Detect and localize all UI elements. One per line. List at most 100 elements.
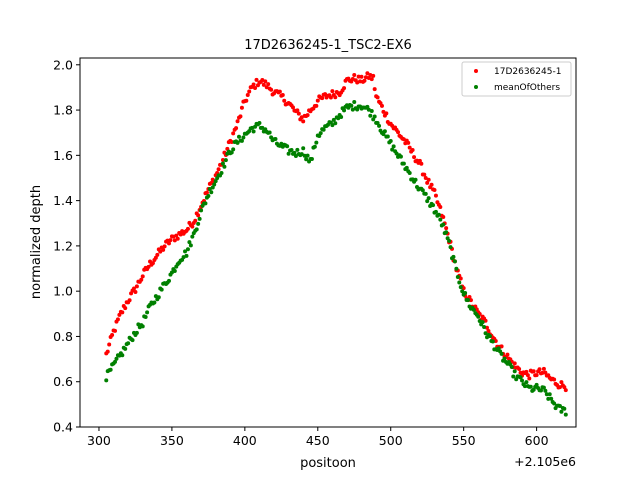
series-2-point bbox=[559, 409, 564, 414]
series-1-point bbox=[365, 71, 370, 76]
series-1-point bbox=[320, 96, 325, 101]
legend: 17D2636245-1 meanOfOthers bbox=[461, 61, 572, 97]
series-2-point bbox=[210, 185, 215, 190]
series-1-point bbox=[193, 218, 198, 223]
series-2-point bbox=[209, 190, 214, 195]
x-tick-label: 400 bbox=[233, 433, 257, 448]
series-1-point bbox=[175, 236, 180, 241]
series-1-point bbox=[105, 349, 110, 354]
series-2-point bbox=[385, 134, 390, 139]
series-2-point bbox=[457, 280, 462, 285]
series-2-point bbox=[219, 170, 224, 175]
series-2-point bbox=[312, 144, 317, 149]
series-1-point bbox=[541, 366, 546, 371]
series-1-point bbox=[333, 95, 338, 100]
series-1-point bbox=[559, 380, 564, 385]
series-2-point bbox=[251, 129, 256, 134]
series-2-point bbox=[241, 135, 246, 140]
series-2-point bbox=[444, 230, 449, 235]
series-2-point bbox=[377, 123, 382, 128]
series-1-point bbox=[190, 224, 195, 229]
legend-box bbox=[461, 61, 572, 97]
series-1-point bbox=[244, 98, 249, 103]
series-2-point bbox=[304, 157, 309, 162]
series-2-point bbox=[220, 161, 225, 166]
series-2-point bbox=[305, 153, 310, 158]
series-1-point bbox=[161, 247, 166, 252]
series-1-point bbox=[295, 108, 300, 113]
series-1-point bbox=[512, 361, 517, 366]
x-tick-label: 450 bbox=[306, 433, 330, 448]
series-2-point bbox=[438, 217, 443, 222]
series-1-point bbox=[261, 82, 266, 87]
x-tick-label: 600 bbox=[525, 433, 549, 448]
series-1-point bbox=[266, 82, 271, 87]
series-1-point bbox=[540, 370, 545, 375]
series-2-point bbox=[433, 209, 438, 214]
series-1-point bbox=[384, 111, 389, 116]
series-2-point bbox=[253, 124, 258, 129]
series-2-point bbox=[206, 193, 211, 198]
series-1-point bbox=[172, 238, 177, 243]
series-1-point bbox=[277, 89, 282, 94]
series-2-point bbox=[436, 212, 441, 217]
y-tick-label: 1.6 bbox=[53, 148, 73, 163]
series-1-point bbox=[372, 87, 377, 92]
series-2-point bbox=[140, 324, 145, 329]
series-1-point bbox=[557, 385, 562, 390]
series-2-point bbox=[463, 291, 468, 296]
series-2-point bbox=[382, 129, 387, 134]
series-2-point bbox=[404, 165, 409, 170]
series-1-point bbox=[120, 310, 125, 315]
series-1-point bbox=[315, 98, 320, 103]
series-1-point bbox=[166, 241, 171, 246]
series-1-point bbox=[467, 294, 472, 299]
series-2-point bbox=[471, 307, 476, 312]
series-2-point bbox=[222, 164, 227, 169]
series-1-point bbox=[247, 89, 252, 94]
series-2-point bbox=[295, 147, 300, 152]
series-2-point bbox=[499, 351, 504, 356]
series-1-point bbox=[253, 85, 258, 90]
series-2-point bbox=[447, 238, 452, 243]
series-1-point bbox=[301, 119, 306, 124]
series-1-point bbox=[296, 111, 301, 116]
y-tick-label: 0.4 bbox=[53, 420, 73, 435]
series-2-point bbox=[557, 404, 562, 409]
series-2-point bbox=[183, 249, 188, 254]
series-2-point bbox=[388, 139, 393, 144]
series-1-point bbox=[328, 95, 333, 100]
series-2-point bbox=[199, 208, 204, 213]
series-2-point bbox=[423, 191, 428, 196]
series-1-point bbox=[229, 139, 234, 144]
series-1-point bbox=[432, 187, 437, 192]
series-1-point bbox=[174, 233, 179, 238]
series-1-point bbox=[342, 86, 347, 91]
series-2-point bbox=[496, 346, 501, 351]
series-1-point bbox=[196, 213, 201, 218]
series-2-point bbox=[301, 146, 306, 151]
series-1-point bbox=[134, 284, 139, 289]
series-1-point bbox=[438, 205, 443, 209]
series-2-point bbox=[318, 131, 323, 136]
series-2-point bbox=[187, 240, 192, 245]
series-2-point bbox=[130, 338, 135, 343]
series-1-point bbox=[235, 119, 240, 124]
series-1-point bbox=[352, 73, 357, 78]
series-1-point bbox=[525, 373, 530, 378]
series-2-point bbox=[452, 259, 457, 264]
x-tick-label: 350 bbox=[160, 433, 184, 448]
series-1-point bbox=[524, 369, 529, 374]
series-1-point bbox=[305, 113, 310, 118]
series-2-point bbox=[451, 254, 456, 259]
series-1-point bbox=[444, 226, 449, 231]
series-1-point bbox=[552, 377, 557, 382]
series-1-point bbox=[220, 157, 225, 162]
legend-label-series-1: 17D2636245-1 bbox=[494, 67, 561, 77]
series-2-point bbox=[273, 137, 278, 141]
series-2-point bbox=[212, 182, 217, 187]
series-1-point bbox=[140, 274, 145, 279]
series-2-point bbox=[188, 243, 193, 248]
series-1-point bbox=[486, 329, 491, 334]
series-2-point bbox=[213, 179, 218, 184]
